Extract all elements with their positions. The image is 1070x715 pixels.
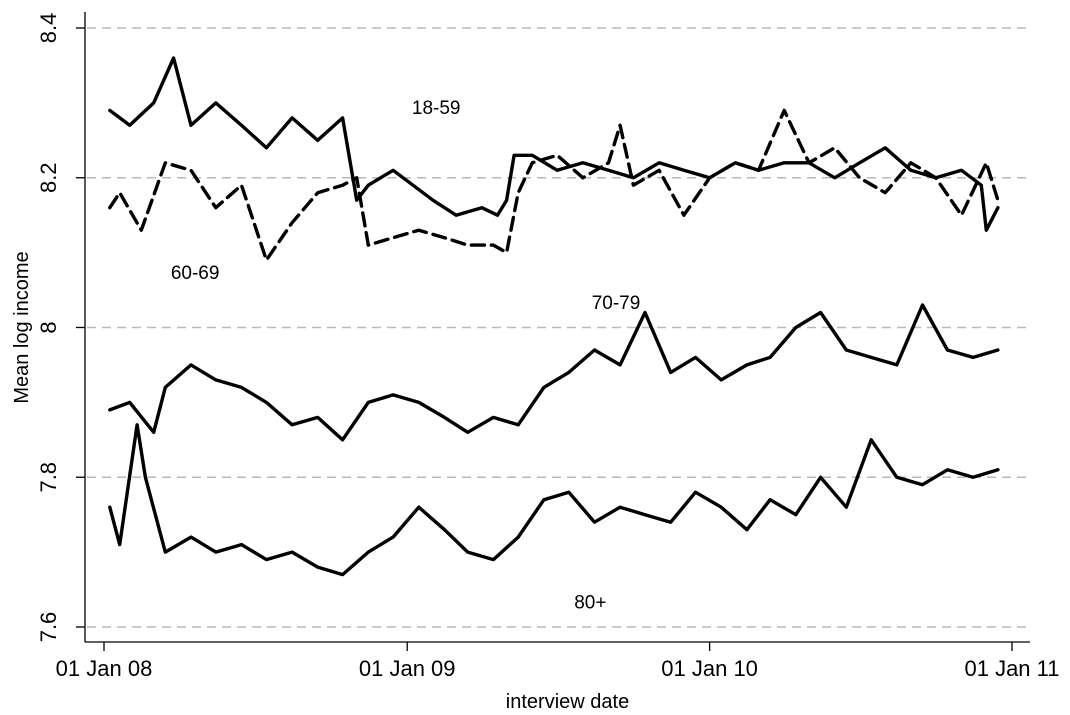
series-labels: 18-59 60-69 70-79 80+ [171,98,640,613]
series-line-80plus [108,423,1000,577]
series-line-70-79 [108,303,1000,442]
y-tick-label: 8.2 [36,162,61,193]
x-tick-label: 01 Jan 10 [661,656,758,681]
gridlines [87,27,1030,628]
y-axis-ticks: 7.6 7.8 8 8.2 8.4 [36,13,85,643]
x-axis-ticks: 01 Jan 08 01 Jan 09 01 Jan 10 01 Jan 11 [56,642,1060,681]
x-tick-label: 01 Jan 08 [56,656,153,681]
series-line-60-69 [108,108,1000,262]
series-label-18-59: 18-59 [412,98,461,119]
y-axis-title: Mean log income [11,251,33,403]
series-label-70-79: 70-79 [592,293,641,314]
series-line-18-59 [108,56,1000,232]
series-label-60-69: 60-69 [171,263,220,284]
series-lines [108,56,1000,577]
y-tick-label: 8 [36,321,61,333]
x-tick-label: 01 Jan 09 [359,656,456,681]
x-axis-title: interview date [506,691,629,713]
series-label-80plus: 80+ [574,592,606,613]
y-tick-label: 7.6 [36,612,61,643]
x-tick-label: 01 Jan 11 [964,656,1059,681]
y-tick-label: 8.4 [36,13,61,44]
y-tick-label: 7.8 [36,462,61,493]
